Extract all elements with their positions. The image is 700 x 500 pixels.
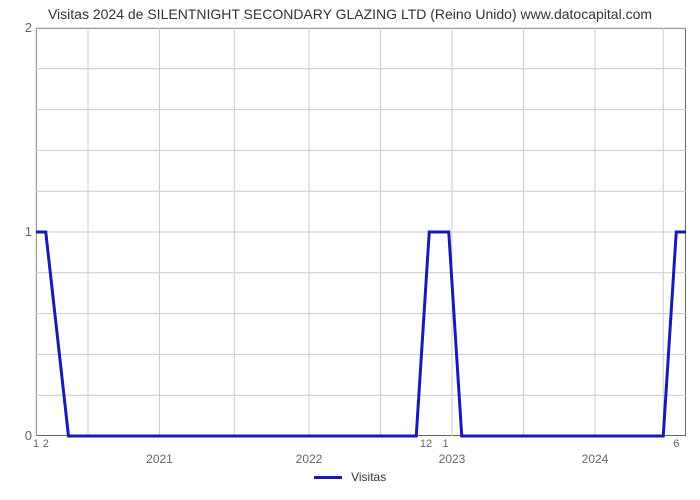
x-month-label: 1 (33, 438, 39, 450)
x-year-label: 2021 (146, 452, 173, 466)
chart-plot (36, 28, 686, 436)
x-year-label: 2024 (582, 452, 609, 466)
chart-title: Visitas 2024 de SILENTNIGHT SECONDARY GL… (0, 6, 700, 22)
legend-label: Visitas (351, 470, 386, 484)
legend: Visitas (0, 470, 700, 484)
x-month-label: 6 (673, 438, 679, 450)
x-year-label: 2023 (439, 452, 466, 466)
legend-line-icon (314, 476, 342, 479)
y-tick-label: 0 (12, 428, 32, 443)
x-month-label: 2 (43, 438, 49, 450)
x-month-label: 1 (442, 438, 448, 450)
y-tick-label: 1 (12, 224, 32, 239)
y-tick-label: 2 (12, 20, 32, 35)
x-year-label: 2022 (296, 452, 323, 466)
x-month-label: 12 (420, 438, 432, 450)
